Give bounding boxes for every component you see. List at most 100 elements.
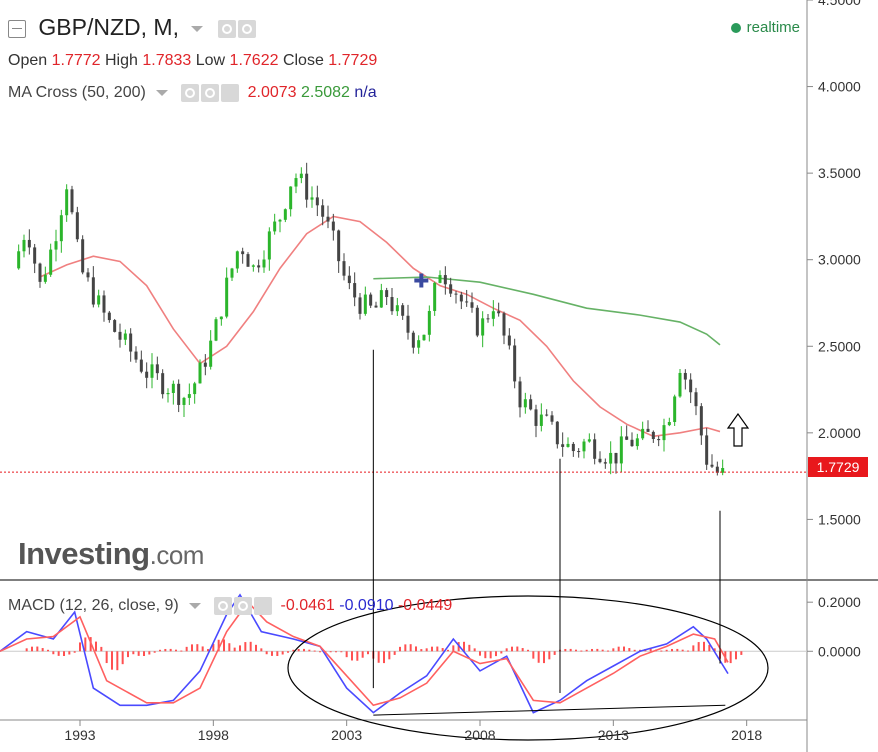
cross-value: n/a xyxy=(354,84,377,102)
candle-body xyxy=(699,406,703,436)
collapse-icon[interactable] xyxy=(8,19,26,38)
y-tick-label: 1.5000 xyxy=(818,511,861,527)
candle-body xyxy=(326,216,330,222)
macd-histogram-bar xyxy=(63,651,65,657)
axes: 4.5000 4.0000 3.5000 3.0000 2.5000 2.0000 1.50… xyxy=(64,0,861,743)
macd-histogram-bar xyxy=(436,646,439,652)
ma-cross-label[interactable]: MA Cross (50, 200) xyxy=(8,84,146,102)
candle-body xyxy=(651,431,655,440)
close-label: Close xyxy=(282,52,324,69)
candle-body xyxy=(251,265,255,267)
logo-suffix: .com xyxy=(149,540,205,570)
macd-histogram-bar xyxy=(303,648,305,652)
macd-histogram-bar xyxy=(383,651,385,664)
macd-histogram-bar xyxy=(143,651,145,657)
macd-histogram-bar xyxy=(276,651,279,657)
eye-icon[interactable] xyxy=(213,597,232,615)
candle-body xyxy=(641,428,645,439)
macd-histogram-bar xyxy=(105,651,108,664)
macd-y-tick-label: 0.2000 xyxy=(818,594,861,610)
macd-histogram-bar xyxy=(95,641,97,652)
candle-body xyxy=(374,305,378,308)
macd-histogram-bar xyxy=(137,651,140,656)
gear-icon[interactable] xyxy=(237,19,256,38)
candle-body xyxy=(22,239,26,252)
chart-title: GBP/NZD, M, xyxy=(8,14,256,41)
candle-body xyxy=(246,254,250,267)
candle-body xyxy=(571,443,575,452)
macd-histogram-bar xyxy=(553,651,556,655)
macd-signal-value: -0.0449 xyxy=(397,597,453,615)
gear-icon[interactable] xyxy=(200,84,219,102)
chevron-down-icon[interactable] xyxy=(191,25,204,32)
macd-label[interactable]: MACD (12, 26, close, 9) xyxy=(8,597,179,615)
macd-histogram-bar xyxy=(628,648,631,652)
macd-histogram-bar xyxy=(260,648,263,652)
candle-body xyxy=(193,383,197,395)
candle-body xyxy=(187,394,191,398)
macd-histogram-bar xyxy=(548,651,551,660)
macd-histogram-bar xyxy=(132,651,135,655)
candle-body xyxy=(534,409,538,426)
candle-body xyxy=(38,263,42,282)
candle-body xyxy=(27,239,31,248)
macd-histogram-bar xyxy=(116,651,119,671)
macd-histogram-bar xyxy=(121,651,124,665)
candle-body xyxy=(715,466,719,473)
candle-body xyxy=(529,399,533,410)
candle-body xyxy=(550,415,554,422)
macd-histogram-bar xyxy=(356,651,359,661)
macd-histogram-bar xyxy=(308,649,311,652)
symbol-label[interactable]: GBP/NZD, xyxy=(38,14,148,40)
candle-body xyxy=(427,310,431,335)
candle-body xyxy=(129,333,133,352)
macd-pane xyxy=(0,593,807,714)
macd-histogram-bar xyxy=(393,651,396,655)
macd-histogram-bar xyxy=(420,649,423,652)
candle-body xyxy=(406,315,410,333)
moving-averages xyxy=(39,215,721,438)
candle-body xyxy=(667,422,671,426)
macd-histogram-bar xyxy=(591,648,593,652)
macd-histogram-bar xyxy=(495,651,497,657)
candle-body xyxy=(395,305,399,312)
eye-icon[interactable] xyxy=(217,19,236,38)
macd-histogram-bar xyxy=(543,651,545,664)
macd-histogram-bar xyxy=(708,644,711,652)
y-tick-label: 2.5000 xyxy=(818,338,861,354)
candle-body xyxy=(347,275,351,284)
candle-body xyxy=(443,275,447,285)
ohlc-legend: Open 1.7772 High 1.7833 Low 1.7622 Close… xyxy=(8,52,377,70)
interval-label[interactable]: M, xyxy=(153,14,179,40)
macd-histogram-bar xyxy=(185,646,188,652)
macd-histogram-bar xyxy=(255,644,257,652)
macd-histogram-bar xyxy=(345,651,348,658)
high-value: 1.7833 xyxy=(142,52,192,69)
candle-body xyxy=(134,351,138,360)
candle-body xyxy=(545,414,549,416)
candle-body xyxy=(411,332,415,348)
close-icon[interactable] xyxy=(220,84,239,102)
candle-body xyxy=(230,268,234,278)
annotation-ellipse xyxy=(287,595,769,741)
macd-histogram-bar xyxy=(447,649,449,652)
macd-histogram-bar xyxy=(169,648,172,652)
candle-body xyxy=(75,212,79,240)
candle-body xyxy=(177,383,181,405)
gear-icon[interactable] xyxy=(233,597,252,615)
chevron-down-icon[interactable] xyxy=(189,603,202,609)
chevron-down-icon[interactable] xyxy=(156,90,169,96)
candle-body xyxy=(278,219,282,222)
macd-histogram-bar xyxy=(164,648,167,652)
candle-body xyxy=(401,305,405,316)
close-icon[interactable] xyxy=(253,597,272,615)
candle-body xyxy=(555,421,559,445)
candle-body xyxy=(438,275,442,283)
macd-histogram-bar xyxy=(703,641,705,652)
eye-icon[interactable] xyxy=(180,84,199,102)
candle-body xyxy=(315,197,319,206)
macd-histogram-bar xyxy=(516,646,519,652)
macd-histogram-bar xyxy=(244,642,247,652)
macd-histogram-bar xyxy=(297,648,300,652)
